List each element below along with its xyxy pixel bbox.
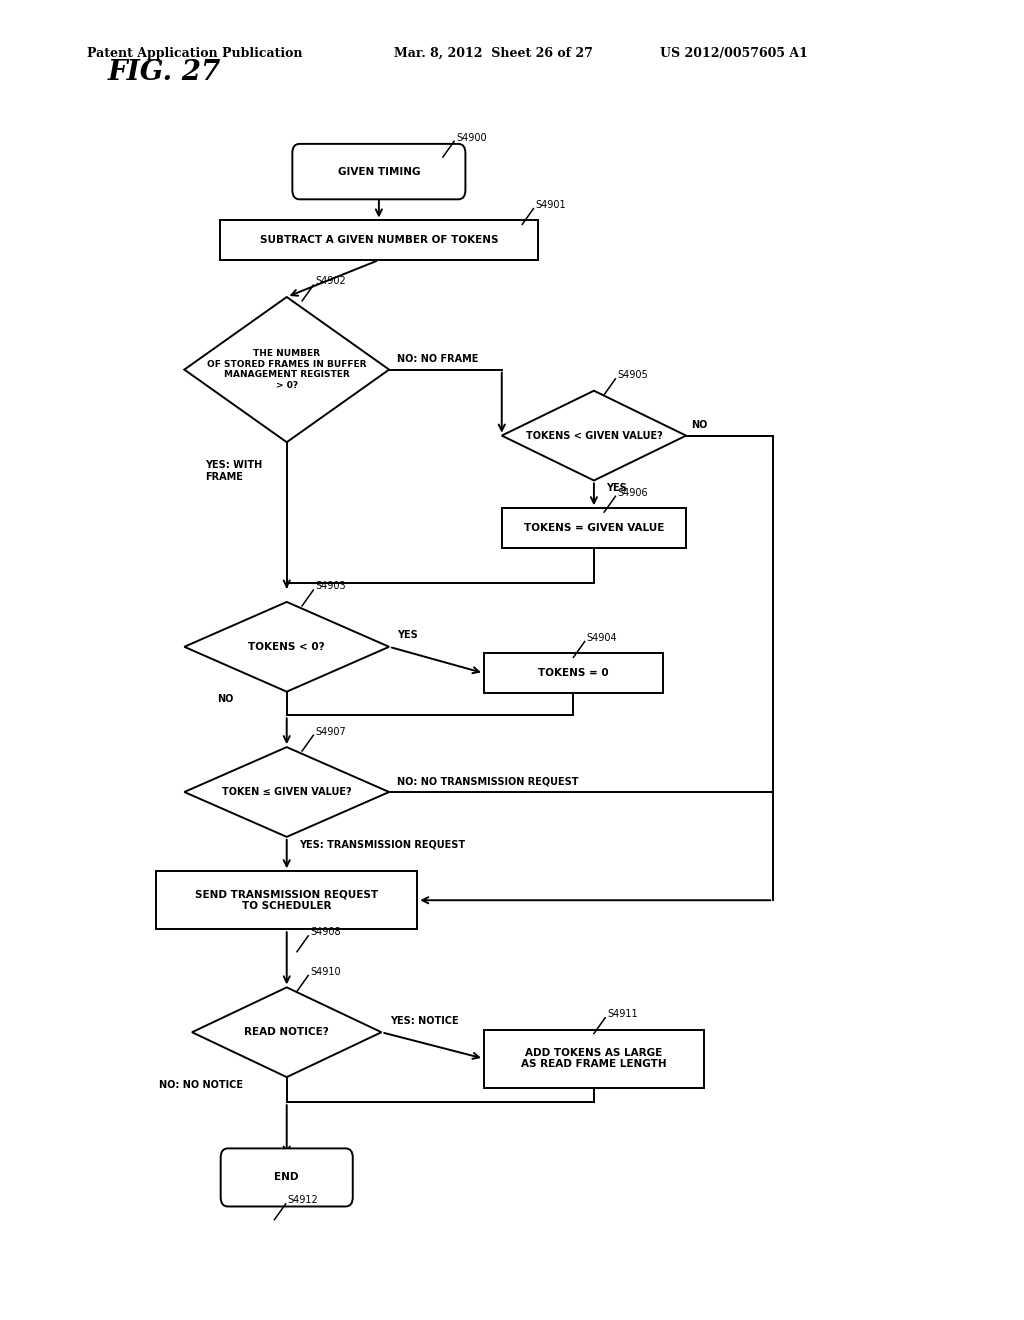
Text: THE NUMBER
OF STORED FRAMES IN BUFFER
MANAGEMENT REGISTER
> 0?: THE NUMBER OF STORED FRAMES IN BUFFER MA… <box>207 350 367 389</box>
Text: S4910: S4910 <box>310 966 341 977</box>
Text: NO: NO FRAME: NO: NO FRAME <box>397 354 478 364</box>
Text: YES: YES <box>606 483 627 494</box>
Text: ADD TOKENS AS LARGE
AS READ FRAME LENGTH: ADD TOKENS AS LARGE AS READ FRAME LENGTH <box>521 1048 667 1069</box>
Bar <box>484 653 664 693</box>
Text: GIVEN TIMING: GIVEN TIMING <box>338 166 420 177</box>
Text: US 2012/0057605 A1: US 2012/0057605 A1 <box>660 46 808 59</box>
Text: YES: NOTICE: YES: NOTICE <box>390 1015 459 1026</box>
Text: S4911: S4911 <box>607 1008 638 1019</box>
Polygon shape <box>502 391 686 480</box>
Bar <box>483 1030 705 1088</box>
FancyBboxPatch shape <box>293 144 465 199</box>
Polygon shape <box>184 602 389 692</box>
Bar <box>157 871 418 929</box>
Text: S4912: S4912 <box>288 1195 318 1205</box>
Text: TOKENS < GIVEN VALUE?: TOKENS < GIVEN VALUE? <box>525 430 663 441</box>
FancyBboxPatch shape <box>221 1148 352 1206</box>
Text: YES: YES <box>397 630 418 640</box>
Text: TOKENS = 0: TOKENS = 0 <box>539 668 608 678</box>
Text: NO: NO <box>691 420 708 430</box>
Text: S4906: S4906 <box>617 487 648 498</box>
Text: TOKEN ≤ GIVEN VALUE?: TOKEN ≤ GIVEN VALUE? <box>222 787 351 797</box>
Text: S4905: S4905 <box>617 370 648 380</box>
Text: S4903: S4903 <box>315 581 346 591</box>
Polygon shape <box>193 987 382 1077</box>
Text: Mar. 8, 2012  Sheet 26 of 27: Mar. 8, 2012 Sheet 26 of 27 <box>394 46 593 59</box>
Text: TOKENS = GIVEN VALUE: TOKENS = GIVEN VALUE <box>523 523 665 533</box>
Text: YES: TRANSMISSION REQUEST: YES: TRANSMISSION REQUEST <box>299 840 465 850</box>
Text: S4904: S4904 <box>587 632 617 643</box>
Text: S4902: S4902 <box>315 276 346 286</box>
Text: S4900: S4900 <box>457 132 486 143</box>
Text: FIG. 27: FIG. 27 <box>108 59 221 86</box>
Text: NO: NO <box>217 694 233 705</box>
Text: NO: NO TRANSMISSION REQUEST: NO: NO TRANSMISSION REQUEST <box>397 776 579 787</box>
Text: TOKENS < 0?: TOKENS < 0? <box>249 642 325 652</box>
Text: S4901: S4901 <box>536 199 566 210</box>
Text: YES: WITH
FRAME: YES: WITH FRAME <box>205 461 262 482</box>
Text: NO: NO NOTICE: NO: NO NOTICE <box>159 1080 243 1090</box>
Text: END: END <box>274 1172 299 1183</box>
Text: Patent Application Publication: Patent Application Publication <box>87 46 302 59</box>
Text: SUBTRACT A GIVEN NUMBER OF TOKENS: SUBTRACT A GIVEN NUMBER OF TOKENS <box>260 235 498 246</box>
Bar <box>502 508 686 548</box>
Polygon shape <box>184 747 389 837</box>
Polygon shape <box>184 297 389 442</box>
Text: SEND TRANSMISSION REQUEST
TO SCHEDULER: SEND TRANSMISSION REQUEST TO SCHEDULER <box>196 890 378 911</box>
Text: S4907: S4907 <box>315 726 346 737</box>
Text: READ NOTICE?: READ NOTICE? <box>245 1027 329 1038</box>
Bar <box>220 220 538 260</box>
Text: S4908: S4908 <box>310 927 341 937</box>
